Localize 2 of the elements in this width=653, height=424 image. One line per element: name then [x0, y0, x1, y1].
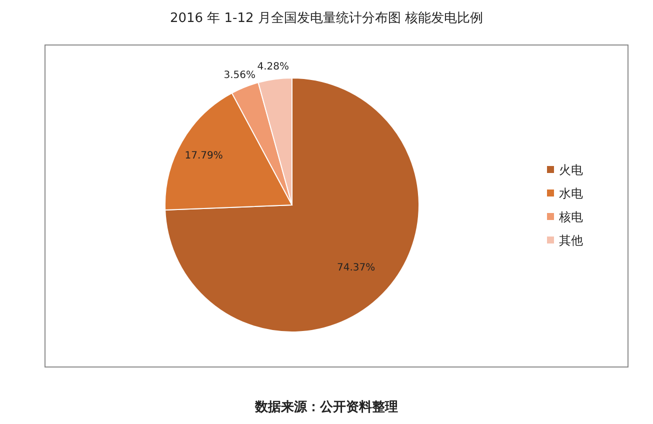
annotation: 数据来源：公开资料整理	[255, 400, 398, 415]
title: 2016 年 1-12 月全国发电量统计分布图 核能发电比例	[170, 11, 484, 26]
